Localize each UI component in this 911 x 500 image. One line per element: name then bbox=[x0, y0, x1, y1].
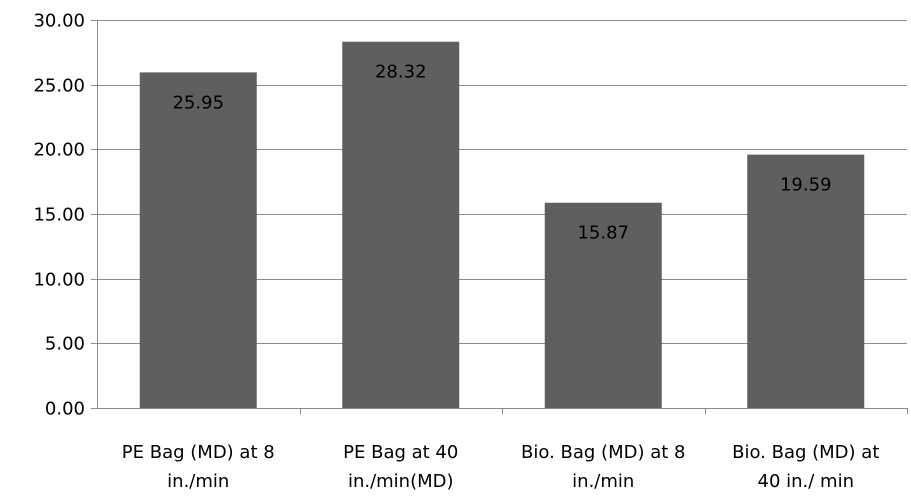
x-category-label-line: 40 in./ min bbox=[758, 471, 855, 492]
data-label: 15.87 bbox=[577, 223, 629, 244]
axes bbox=[91, 20, 908, 414]
bars bbox=[139, 41, 865, 409]
y-tick-label: 25.00 bbox=[33, 76, 85, 97]
y-tick-label: 0.00 bbox=[45, 399, 85, 420]
x-category-label-line: in./min bbox=[572, 471, 634, 492]
y-tick-label: 15.00 bbox=[33, 205, 85, 226]
labels: 0.00 5.00 10.00 15.00 20.00 25.00 30.00 25.95 PE… bbox=[33, 11, 879, 493]
x-category-label-line: PE Bag at 40 bbox=[343, 442, 458, 463]
x-category-label: PE Bag at 40 in./min(MD) bbox=[343, 442, 458, 492]
y-tick-label: 10.00 bbox=[33, 270, 85, 291]
y-tick-label: 20.00 bbox=[33, 140, 85, 161]
data-label: 25.95 bbox=[172, 92, 224, 113]
bar bbox=[139, 72, 257, 408]
x-category-label: Bio. Bag (MD) at 8 in./min bbox=[521, 442, 685, 492]
y-tick-label: 5.00 bbox=[45, 334, 85, 355]
data-label: 19.59 bbox=[780, 175, 832, 196]
bar bbox=[342, 41, 460, 409]
bar bbox=[544, 202, 662, 408]
bar bbox=[747, 154, 865, 408]
x-category-label-line: Bio. Bag (MD) at 8 bbox=[521, 442, 685, 463]
data-label: 28.32 bbox=[375, 62, 427, 83]
x-category-label: PE Bag (MD) at 8 in./min bbox=[122, 442, 275, 492]
x-category-label: Bio. Bag (MD) at 40 in./ min bbox=[732, 442, 879, 492]
x-category-label-line: in./min bbox=[167, 471, 229, 492]
x-category-label-line: Bio. Bag (MD) at bbox=[732, 442, 879, 463]
x-category-label-line: in./min(MD) bbox=[348, 471, 454, 492]
y-tick-label: 30.00 bbox=[33, 11, 85, 32]
x-category-label-line: PE Bag (MD) at 8 bbox=[122, 442, 275, 463]
